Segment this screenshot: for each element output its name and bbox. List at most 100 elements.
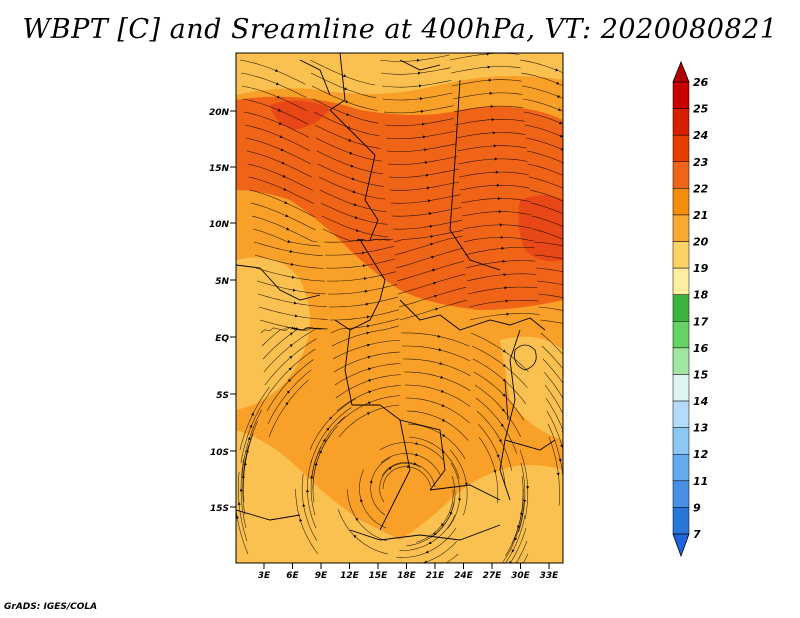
streamline bbox=[264, 338, 317, 386]
lat-label: 15S bbox=[210, 504, 229, 514]
streamline-arrow bbox=[559, 134, 563, 138]
wbpt-fill bbox=[236, 53, 575, 575]
streamline bbox=[243, 433, 254, 503]
streamline bbox=[386, 143, 457, 152]
streamline-arrow bbox=[418, 84, 422, 88]
streamline-arrow bbox=[354, 215, 358, 219]
streamline-arrow bbox=[572, 272, 575, 275]
streamline-arrow bbox=[299, 518, 303, 522]
streamline bbox=[236, 506, 249, 555]
streamline-arrow bbox=[277, 108, 282, 112]
streamline-arrow bbox=[368, 390, 372, 394]
streamline-arrow bbox=[433, 532, 437, 536]
streamline bbox=[537, 293, 563, 298]
streamline bbox=[449, 449, 468, 516]
streamline-arrow bbox=[440, 389, 445, 393]
streamline bbox=[254, 254, 324, 269]
streamline-arrow bbox=[415, 442, 419, 446]
streamline bbox=[338, 509, 389, 555]
streamline bbox=[333, 351, 401, 373]
streamline-arrow bbox=[571, 259, 574, 262]
streamline bbox=[317, 163, 384, 187]
streamline bbox=[253, 241, 323, 256]
streamline bbox=[265, 348, 316, 399]
streamline-arrow bbox=[368, 379, 372, 383]
streamline bbox=[546, 410, 563, 451]
colorbar-segment bbox=[672, 480, 690, 508]
streamline bbox=[405, 501, 455, 547]
colorbar-segment bbox=[672, 241, 690, 269]
colorbar-segment bbox=[672, 347, 690, 375]
streamline-arrow bbox=[289, 332, 293, 336]
streamline-arrow bbox=[492, 131, 496, 135]
streamline-arrow bbox=[294, 314, 298, 318]
streamline-arrow bbox=[417, 71, 421, 75]
lon-label: 30E bbox=[511, 571, 531, 581]
lon-label: 3E bbox=[258, 571, 271, 581]
streamline-arrow bbox=[284, 201, 288, 204]
streamline bbox=[325, 258, 396, 269]
streamline-arrow bbox=[293, 301, 297, 305]
streamline-arrow bbox=[343, 74, 347, 78]
streamline bbox=[312, 98, 379, 124]
streamline-arrow bbox=[286, 227, 290, 231]
streamline-arrow bbox=[289, 355, 293, 359]
streamline bbox=[456, 145, 527, 152]
streamline-arrow bbox=[523, 499, 527, 503]
lon-label: 33E bbox=[540, 571, 560, 581]
streamline-arrow bbox=[289, 249, 293, 253]
streamline-arrow bbox=[502, 363, 506, 367]
streamline-arrow bbox=[276, 95, 281, 99]
streamline-arrow bbox=[237, 501, 241, 505]
streamline bbox=[258, 306, 328, 320]
colorbar-label: 9 bbox=[693, 501, 701, 514]
streamline bbox=[521, 85, 563, 99]
streamline bbox=[518, 462, 526, 533]
streamline-arrow bbox=[526, 486, 530, 490]
streamline-arrow bbox=[439, 361, 443, 365]
streamline bbox=[397, 273, 466, 295]
colorbar-segment bbox=[672, 161, 690, 189]
streamline-arrow bbox=[282, 174, 286, 178]
streamline bbox=[334, 363, 401, 386]
streamline-arrow bbox=[458, 498, 462, 502]
colorbar-segment bbox=[672, 507, 690, 535]
streamline-arrow bbox=[239, 488, 243, 492]
streamline bbox=[379, 462, 421, 503]
streamline bbox=[370, 457, 391, 516]
lake-tanganyika bbox=[504, 379, 509, 421]
streamline bbox=[396, 527, 457, 558]
streamline-arrow bbox=[345, 100, 349, 103]
lon-label: 24E bbox=[454, 571, 474, 581]
streamline-arrow bbox=[491, 118, 495, 122]
streamline-arrow bbox=[505, 299, 509, 303]
streamline bbox=[458, 171, 529, 178]
streamline-arrow bbox=[564, 402, 567, 405]
streamline-arrow bbox=[366, 324, 370, 328]
streamline bbox=[472, 358, 527, 405]
streamline-arrow bbox=[558, 458, 562, 462]
streamline bbox=[468, 300, 539, 308]
streamline bbox=[330, 309, 400, 321]
streamline-arrow bbox=[361, 251, 365, 255]
streamline bbox=[398, 286, 467, 308]
lake-victoria bbox=[514, 344, 537, 371]
streamline bbox=[329, 296, 399, 308]
streamline bbox=[471, 345, 528, 388]
streamline-arrow bbox=[496, 183, 500, 187]
streamline bbox=[452, 92, 523, 100]
streamline-arrow bbox=[557, 94, 561, 98]
streamline-arrow bbox=[388, 467, 392, 471]
streamline-arrow bbox=[369, 480, 373, 484]
streamline bbox=[301, 473, 318, 542]
streamline bbox=[536, 280, 563, 286]
streamline-arrow bbox=[507, 572, 510, 575]
streamline-arrow bbox=[564, 187, 567, 190]
streamline bbox=[245, 137, 311, 165]
streamline bbox=[545, 397, 563, 432]
streamline bbox=[248, 176, 314, 204]
streamline bbox=[309, 398, 356, 451]
streamline-arrow bbox=[494, 157, 498, 161]
streamline bbox=[335, 374, 401, 399]
streamline bbox=[522, 98, 563, 112]
